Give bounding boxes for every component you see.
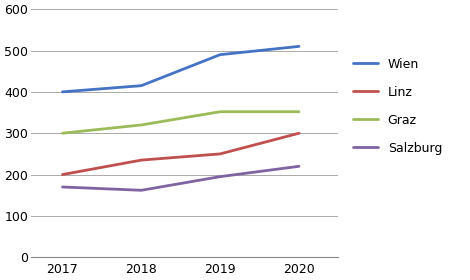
Legend: Wien, Linz, Graz, Salzburg: Wien, Linz, Graz, Salzburg bbox=[348, 53, 447, 160]
Linz bbox=[296, 132, 302, 135]
Line: Salzburg: Salzburg bbox=[63, 166, 299, 190]
Line: Linz: Linz bbox=[63, 133, 299, 174]
Salzburg bbox=[60, 185, 65, 189]
Salzburg bbox=[296, 165, 302, 168]
Linz bbox=[217, 152, 223, 156]
Linz bbox=[60, 173, 65, 176]
Graz bbox=[139, 123, 144, 127]
Line: Graz: Graz bbox=[63, 112, 299, 133]
Graz bbox=[296, 110, 302, 113]
Wien bbox=[139, 84, 144, 87]
Salzburg bbox=[217, 175, 223, 178]
Wien bbox=[60, 90, 65, 94]
Line: Wien: Wien bbox=[63, 46, 299, 92]
Graz bbox=[217, 110, 223, 113]
Wien bbox=[217, 53, 223, 56]
Linz bbox=[139, 158, 144, 162]
Salzburg bbox=[139, 189, 144, 192]
Wien bbox=[296, 45, 302, 48]
Graz bbox=[60, 132, 65, 135]
